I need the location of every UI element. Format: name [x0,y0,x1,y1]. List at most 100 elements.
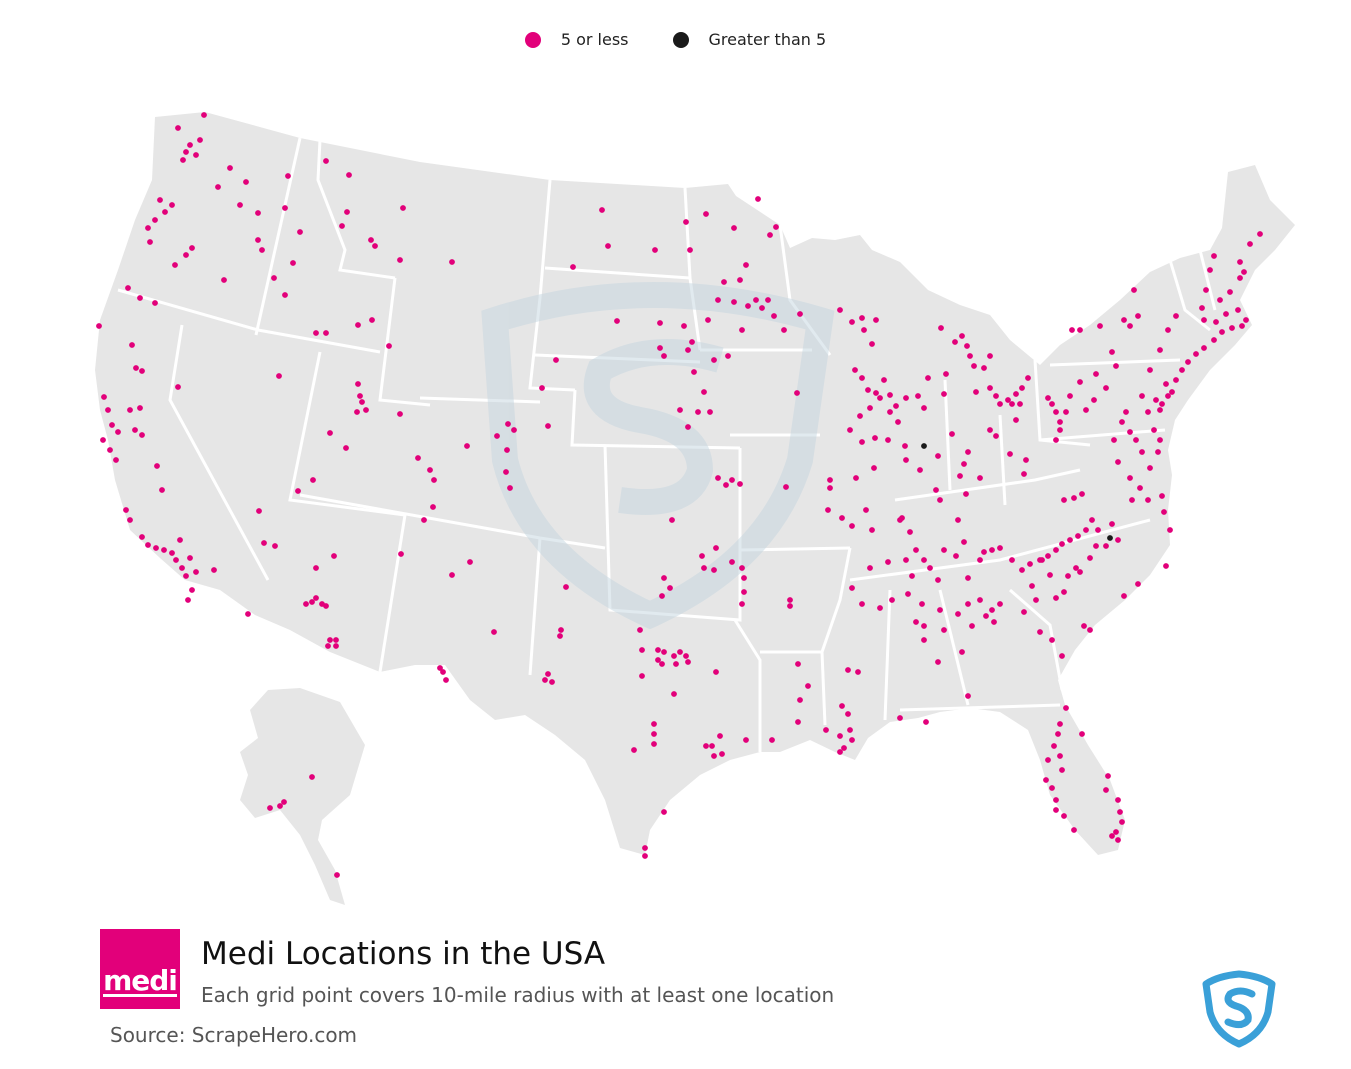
location-dot-low [1009,557,1015,563]
location-dot-low [1059,541,1065,547]
location-dot-low [827,485,833,491]
location-dot-high [921,443,927,449]
location-dot-low [639,673,645,679]
location-dot-low [152,300,158,306]
location-dot-low [1109,521,1115,527]
location-dot-low [282,292,288,298]
location-dot-low [1059,767,1065,773]
location-dot-low [877,395,883,401]
location-dot-low [504,447,510,453]
location-dot-low [957,473,963,479]
location-dot-low [872,435,878,441]
location-dot-low [837,749,843,755]
location-dot-low [889,597,895,603]
location-dot-low [725,353,731,359]
location-dot-low [1037,629,1043,635]
location-dot-low [991,619,997,625]
location-dot-low [1241,269,1247,275]
location-dot-low [1069,327,1075,333]
location-dot-low [997,601,1003,607]
location-dot-low [157,197,163,203]
location-dot-low [849,585,855,591]
location-dot-low [941,391,947,397]
location-dot-low [1057,419,1063,425]
location-dot-low [873,390,879,396]
location-dot-low [1019,567,1025,573]
location-dot-low [859,375,865,381]
location-dot-low [1093,371,1099,377]
location-dot-low [837,307,843,313]
location-dot-low [987,353,993,359]
location-dot-low [1169,389,1175,395]
scrapehero-shield-icon [1202,970,1276,1048]
location-dot-low [503,469,509,475]
location-dot-low [1137,485,1143,491]
location-dot-low [885,437,891,443]
location-dot-low [1049,637,1055,643]
location-dot-low [743,262,749,268]
location-dot-low [699,553,705,559]
location-dot-low [705,317,711,323]
location-dot-low [729,477,735,483]
location-dot-low [1111,437,1117,443]
location-dot-low [1147,367,1153,373]
location-dot-low [295,488,301,494]
location-dot-low [201,112,207,118]
location-dot-low [731,299,737,305]
location-dot-low [215,184,221,190]
location-dot-low [897,715,903,721]
location-dot-low [281,799,287,805]
location-dot-low [845,667,851,673]
location-dot-low [505,421,511,427]
location-dot-low [1073,565,1079,571]
location-dot-low [885,559,891,565]
location-dot-low [959,333,965,339]
location-dot-low [1093,543,1099,549]
location-dot-low [739,565,745,571]
location-dot-low [805,683,811,689]
location-dot-low [1077,569,1083,575]
location-dot-low [1077,379,1083,385]
location-dot-low [464,443,470,449]
location-dot-low [1157,347,1163,353]
location-dot-low [943,371,949,377]
location-dot-low [1201,345,1207,351]
location-dot-low [179,565,185,571]
location-dot-low [703,743,709,749]
location-dot-low [313,595,319,601]
location-dot-low [1207,267,1213,273]
location-dot-low [739,601,745,607]
location-dot-low [651,731,657,737]
location-dot-low [161,547,167,553]
location-dot-low [152,217,158,223]
location-dot-low [327,637,333,643]
location-dot-low [963,491,969,497]
location-dot-low [927,565,933,571]
location-dot-low [1103,787,1109,793]
location-dot-low [1087,555,1093,561]
location-dot-low [309,599,315,605]
location-dot-low [993,433,999,439]
location-dot-low [277,803,283,809]
location-dot-low [1013,417,1019,423]
location-dot-low [333,643,339,649]
location-dot-low [440,669,446,675]
location-dot-low [221,277,227,283]
location-dot-low [359,399,365,405]
location-dot-low [937,497,943,503]
location-dot-low [797,697,803,703]
location-dot-low [755,196,761,202]
location-dot-low [825,507,831,513]
location-dot-low [115,429,121,435]
legend-item-high: Greater than 5 [672,30,826,49]
location-dot-low [172,262,178,268]
medi-logo-text: medi [103,964,178,997]
location-dot-low [467,559,473,565]
location-dot-low [261,540,267,546]
location-dot-low [255,210,261,216]
location-dot-low [1105,773,1111,779]
location-dot-low [1053,797,1059,803]
location-dot-low [651,721,657,727]
location-dot-low [711,357,717,363]
location-dot-low [113,457,119,463]
